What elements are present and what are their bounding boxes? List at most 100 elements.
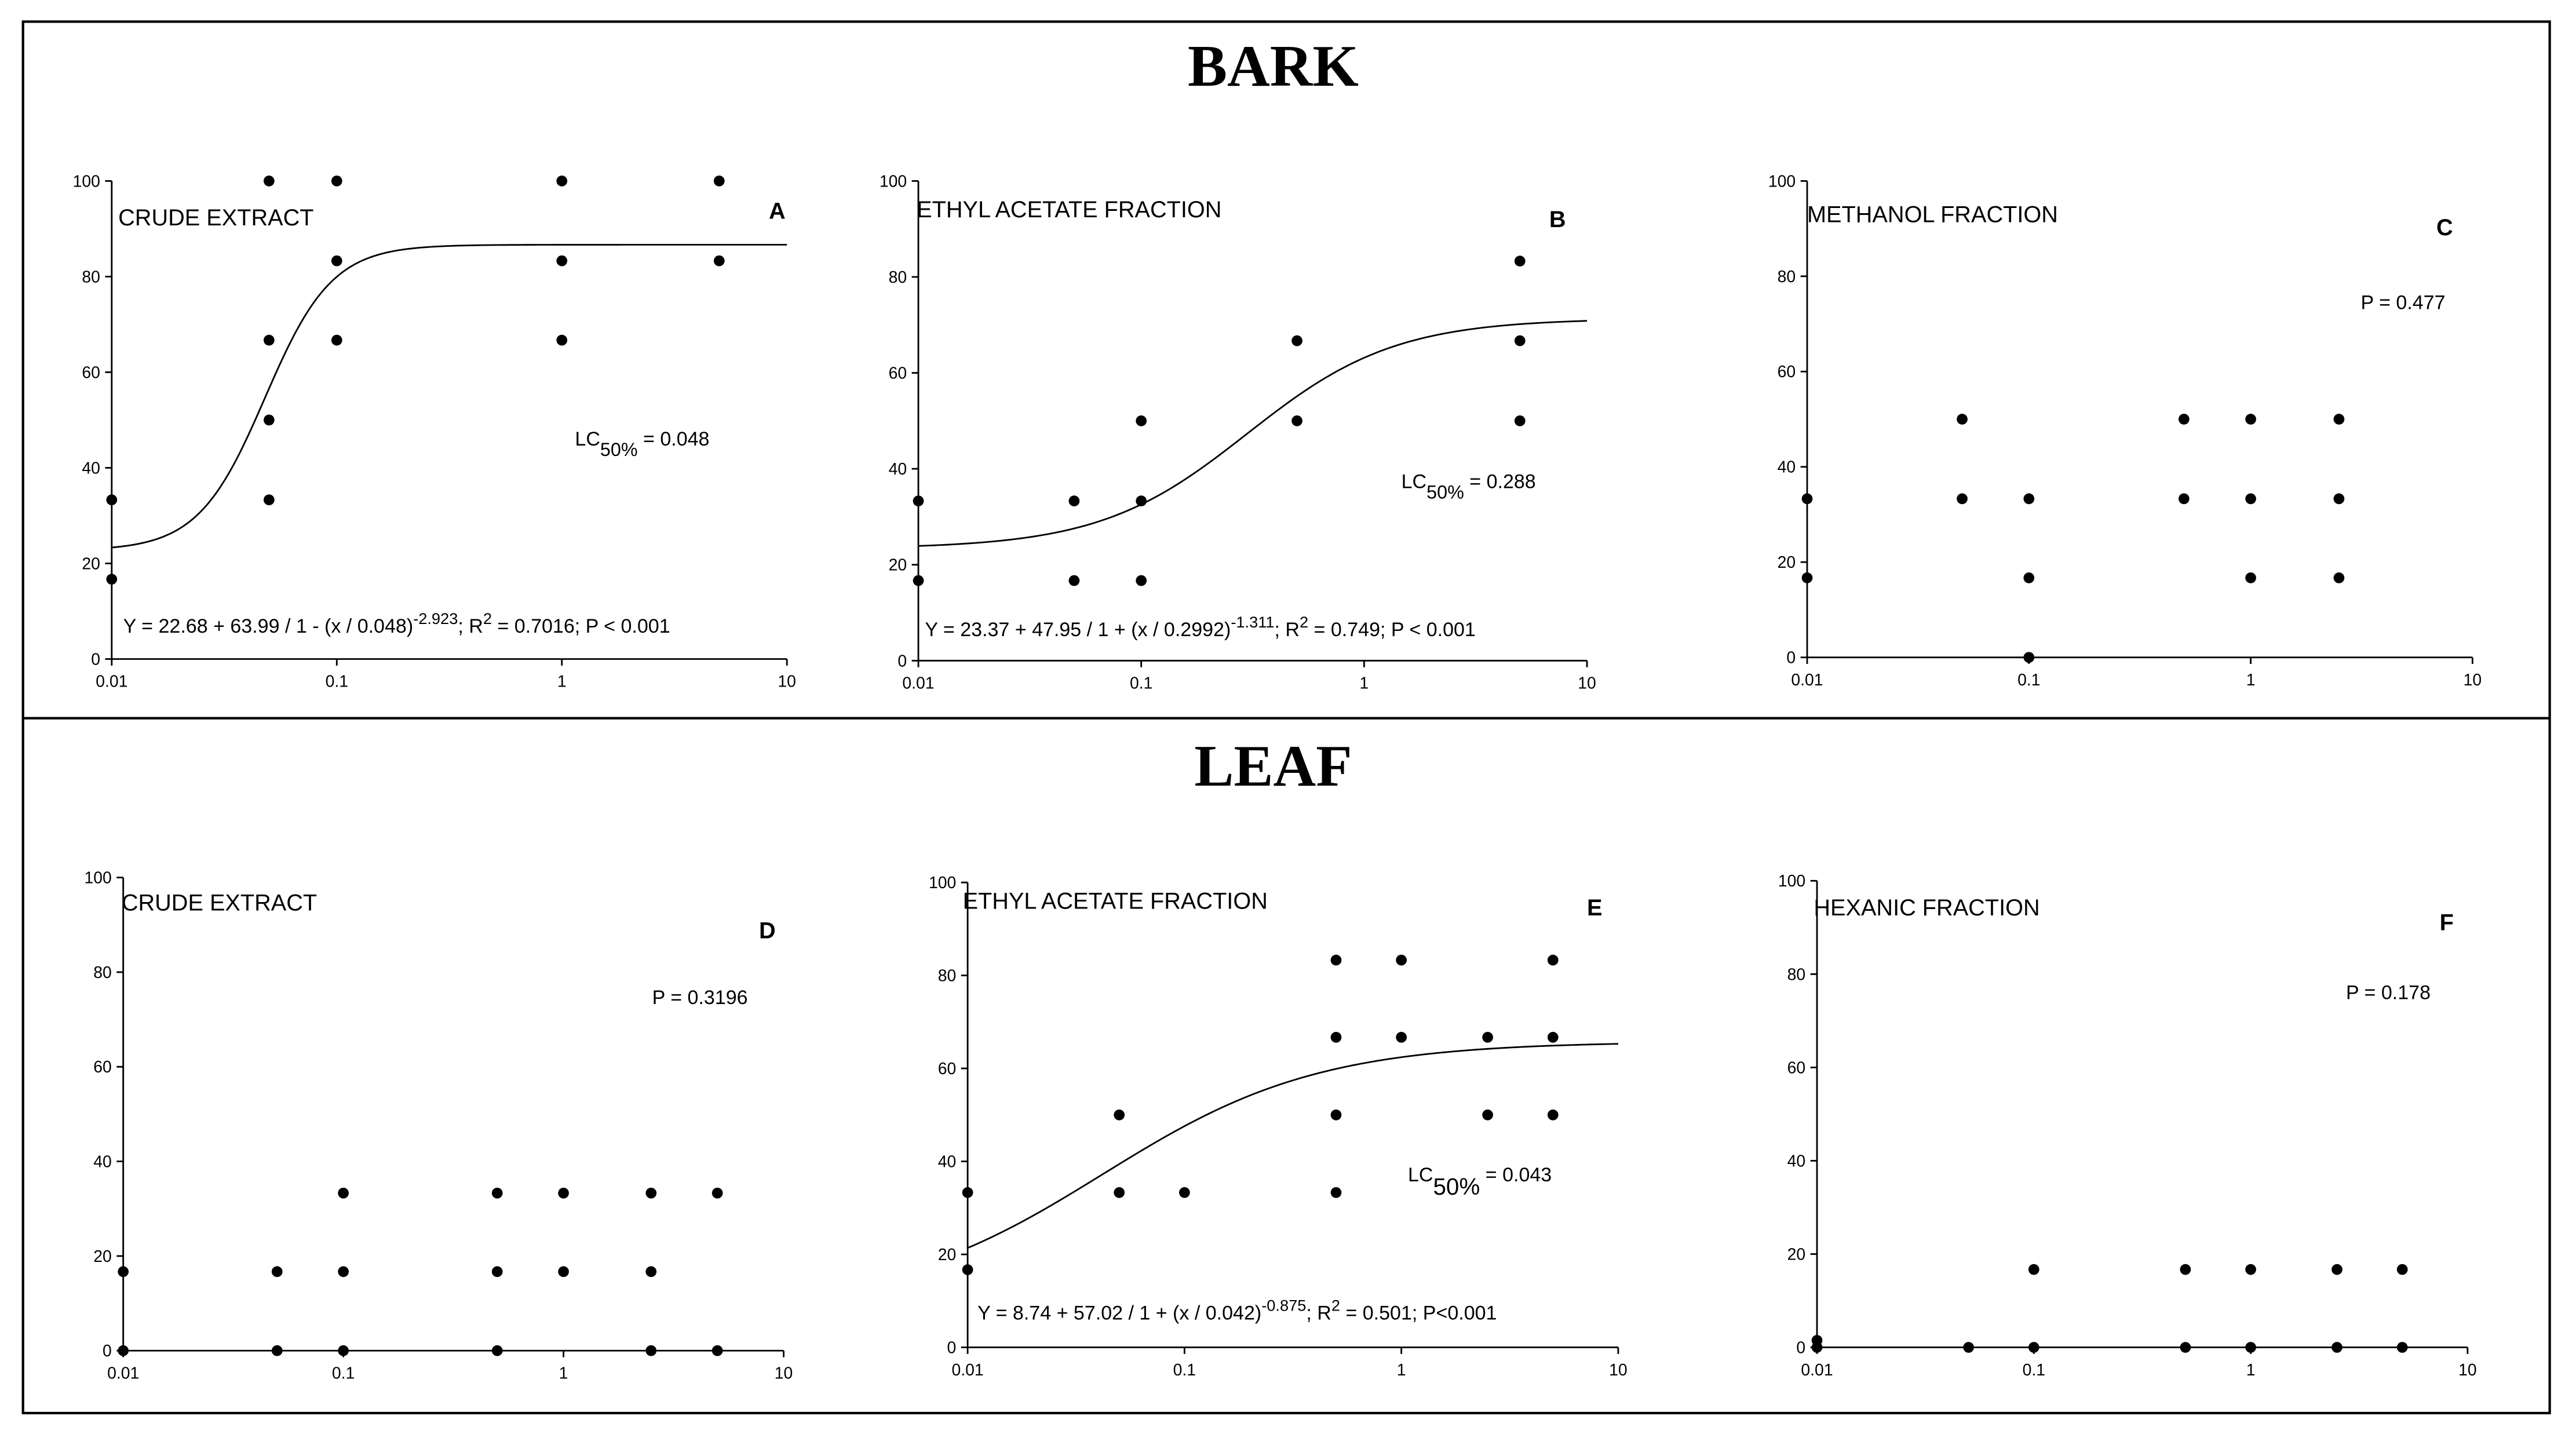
x-tick-label: 1	[559, 1364, 568, 1382]
data-point	[1811, 1342, 1823, 1353]
x-tick-label: 10	[775, 1364, 793, 1382]
y-tick-label: 80	[938, 967, 957, 986]
data-point	[2331, 1342, 2343, 1353]
panel-title: METHANOL FRACTION	[1807, 202, 2058, 227]
x-tick-label: 0.01	[951, 1361, 983, 1379]
annotation: Y = 23.37 + 47.95 / 1 + (x / 0.2992)-1.3…	[925, 612, 1476, 641]
panel-title: ETHYL ACETATE FRACTION	[917, 197, 1221, 222]
annotation-part: P = 0.477	[2361, 292, 2446, 314]
y-tick-label: 40	[93, 1153, 112, 1171]
data-point	[1068, 575, 1080, 586]
data-point	[491, 1187, 503, 1199]
y-tick-label: 0	[103, 1342, 112, 1360]
fit-curve	[111, 243, 787, 549]
panel-label: F	[2440, 910, 2454, 935]
panel-label: B	[1549, 207, 1566, 232]
y-tick-label: 80	[82, 268, 100, 286]
annotation-part: -2.923	[413, 609, 458, 627]
data-point	[2245, 572, 2256, 583]
data-point	[263, 176, 275, 187]
annotation-part: = 0.043	[1480, 1164, 1552, 1186]
data-point	[556, 255, 568, 267]
data-point	[1957, 493, 1968, 505]
y-tick-label: 40	[82, 459, 100, 477]
data-point	[491, 1345, 503, 1356]
annotation-part: LC	[575, 428, 600, 450]
y-tick-label: 20	[889, 556, 907, 575]
data-point	[1136, 495, 1147, 506]
data-point	[491, 1266, 503, 1278]
y-tick-label: 20	[1787, 1245, 1806, 1264]
data-point	[331, 176, 342, 187]
y-tick-label: 60	[1778, 363, 1796, 381]
panel-title: CRUDE EXTRACT	[122, 890, 317, 915]
data-point	[1179, 1187, 1190, 1198]
y-tick-label: 40	[1778, 458, 1796, 477]
y-tick-label: 0	[897, 652, 907, 670]
x-tick-label: 1	[2246, 671, 2256, 689]
data-point	[338, 1266, 349, 1278]
x-tick-label: 1	[2246, 1361, 2256, 1379]
data-point	[2028, 1264, 2039, 1275]
y-tick-label: 60	[889, 364, 907, 382]
panel-title: CRUDE EXTRACT	[118, 205, 313, 231]
data-point	[2396, 1264, 2408, 1275]
data-point	[1801, 493, 1813, 505]
data-point	[263, 494, 275, 506]
data-point	[1114, 1109, 1125, 1121]
x-tick-label: 10	[2458, 1361, 2477, 1379]
data-point	[2333, 493, 2345, 505]
data-point	[1514, 256, 1526, 267]
x-tick-label: 10	[1609, 1361, 1628, 1379]
annotation-part: = 0.048	[638, 428, 710, 450]
data-point	[645, 1345, 657, 1356]
data-point	[1957, 414, 1968, 425]
data-point	[1547, 1109, 1559, 1121]
annotation-part: LC	[1402, 471, 1426, 493]
data-point	[2245, 1264, 2256, 1275]
x-tick-label: 0.1	[1173, 1361, 1196, 1379]
data-point	[713, 176, 725, 187]
panel-title: HEXANIC FRACTION	[1814, 895, 2039, 921]
data-point	[645, 1266, 657, 1278]
annotation-part: P = 0.178	[2346, 981, 2431, 1003]
data-point	[962, 1264, 973, 1275]
data-point	[1291, 335, 1302, 346]
data-point	[106, 574, 118, 585]
data-point	[1963, 1342, 1974, 1353]
data-point	[1291, 415, 1302, 426]
data-point	[558, 1187, 569, 1199]
y-tick-label: 100	[1778, 872, 1805, 890]
annotation-part: -1.311	[1231, 612, 1274, 630]
data-point	[2180, 1264, 2191, 1275]
data-point	[271, 1345, 283, 1356]
x-tick-label: 0.01	[1801, 1361, 1833, 1379]
data-point	[2178, 414, 2190, 425]
annotation-part: = 0.501; P<0.001	[1340, 1302, 1497, 1324]
y-tick-label: 60	[93, 1058, 112, 1076]
data-point	[331, 334, 342, 346]
y-tick-label: 100	[880, 172, 907, 191]
panel-title: ETHYL ACETATE FRACTION	[963, 888, 1268, 914]
panel-label: E	[1587, 895, 1602, 921]
fit-curve	[967, 1043, 1618, 1249]
y-tick-label: 20	[938, 1246, 957, 1264]
annotation-part: ; R	[1306, 1302, 1331, 1324]
annotation-part: 50%	[600, 439, 638, 460]
x-tick-label: 10	[778, 673, 796, 691]
y-tick-label: 20	[82, 554, 100, 573]
data-point	[2245, 1342, 2256, 1353]
annotation-part: Y = 22.68 + 63.99 / 1 - (x / 0.048)	[123, 615, 414, 637]
x-tick-label: 0.01	[96, 673, 127, 691]
y-tick-label: 20	[1778, 553, 1796, 572]
annotation-part: 2	[1331, 1296, 1340, 1314]
data-point	[2178, 493, 2190, 505]
annotation: Y = 8.74 + 57.02 / 1 + (x / 0.042)-0.875…	[977, 1296, 1497, 1324]
data-point	[1801, 572, 1813, 583]
data-point	[556, 334, 568, 346]
data-point	[1547, 954, 1559, 966]
annotation: P = 0.178	[2346, 981, 2431, 1003]
data-point	[2333, 414, 2345, 425]
x-tick-label: 0.01	[902, 674, 934, 693]
